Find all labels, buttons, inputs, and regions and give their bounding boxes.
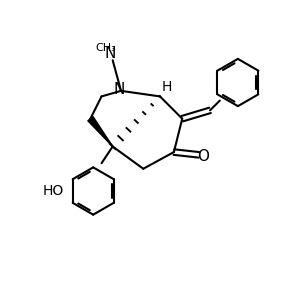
Polygon shape <box>88 117 113 146</box>
Text: O: O <box>197 149 209 164</box>
Text: N: N <box>104 46 115 61</box>
Text: N: N <box>114 82 125 97</box>
Text: H: H <box>162 80 172 94</box>
Text: HO: HO <box>43 184 64 198</box>
Text: CH₃: CH₃ <box>95 43 116 53</box>
